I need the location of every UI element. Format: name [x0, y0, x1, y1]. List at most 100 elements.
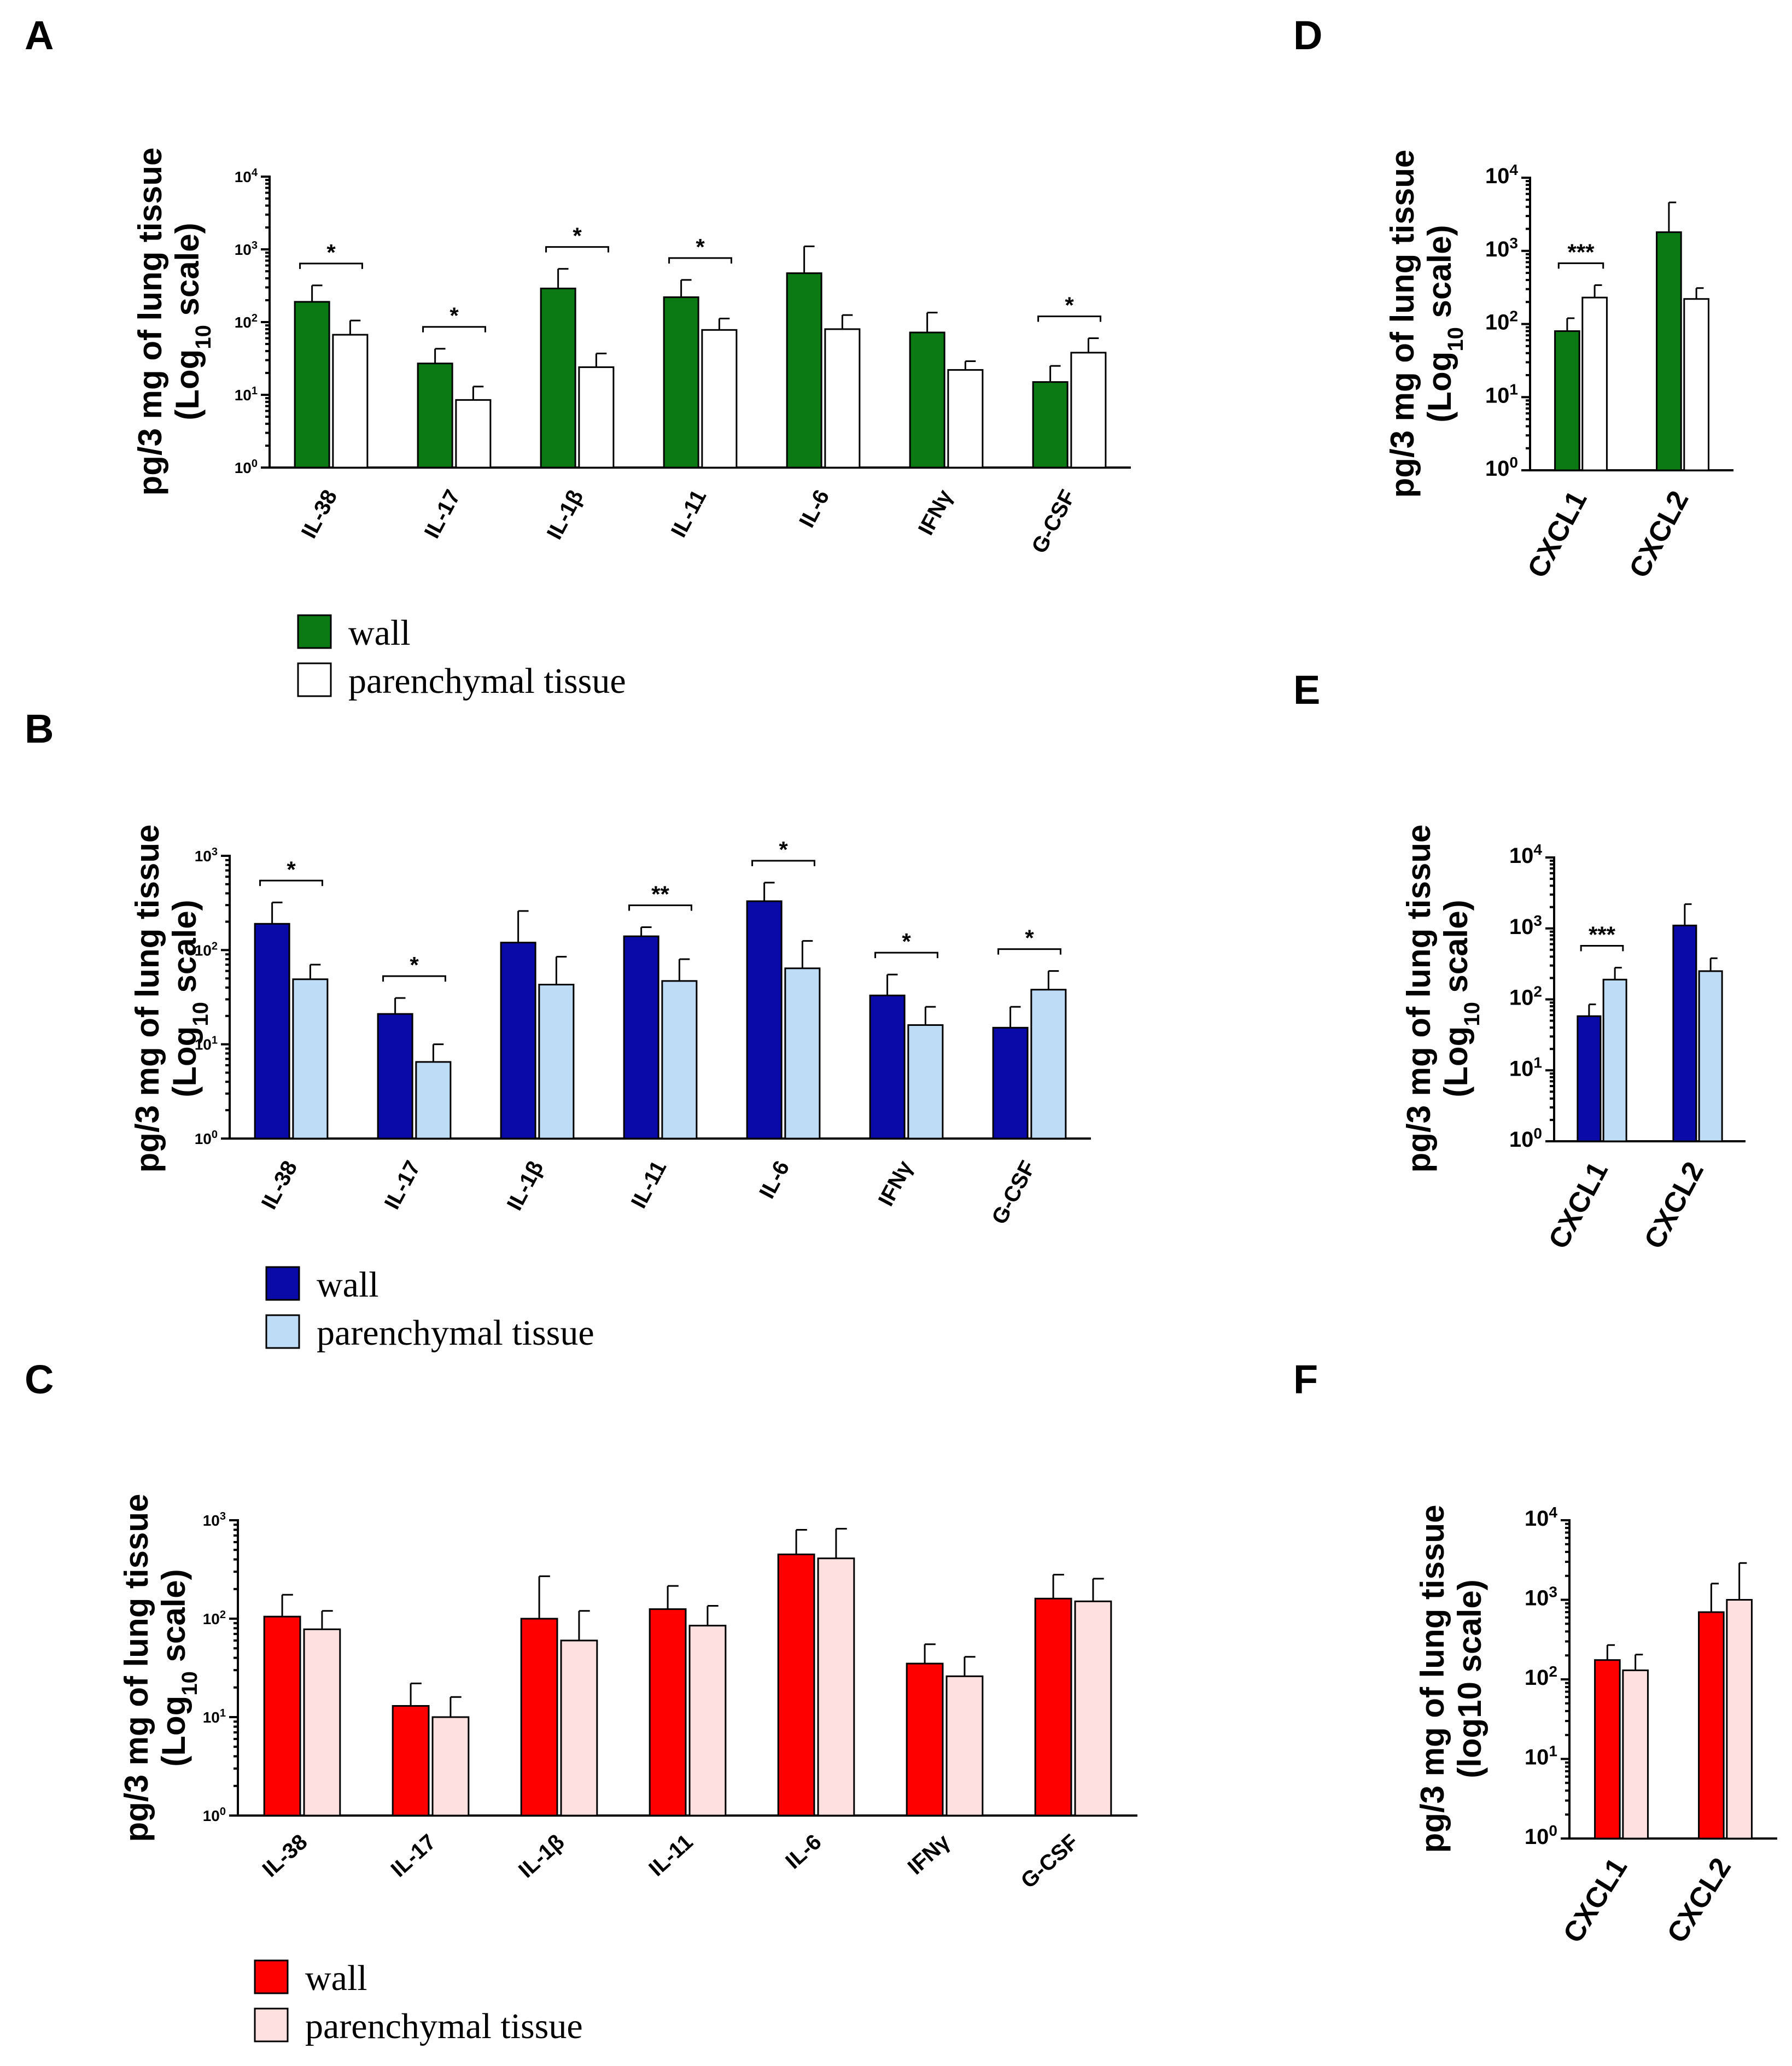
- y-axis-label-part: scale): [166, 900, 203, 1002]
- y-tick-base: 10: [235, 459, 252, 476]
- y-axis-label-line2: (log10 scale): [1451, 1579, 1488, 1778]
- y-tick-base: 10: [1485, 237, 1510, 261]
- y-tick-exponent: 3: [252, 240, 258, 252]
- y-tick-base: 10: [235, 241, 252, 258]
- panel-letter: E: [1293, 667, 1320, 713]
- significance-bracket: [751, 860, 815, 866]
- significance-label: ***: [1567, 239, 1595, 265]
- bar: [623, 935, 659, 1140]
- significance-label: *: [902, 929, 911, 954]
- x-tick-label: IL-38: [297, 486, 342, 542]
- y-tick-exponent: 1: [252, 385, 258, 397]
- y-tick-exponent: 2: [1533, 983, 1542, 1000]
- y-tick-exponent: 4: [1509, 161, 1518, 178]
- legend-swatch: [254, 2007, 289, 2042]
- significance-bracket: [422, 326, 486, 332]
- y-axis-label-line1: pg/3 mg of lung tissue: [1384, 150, 1421, 498]
- legend-swatch: [254, 1959, 289, 1994]
- bar: [992, 1026, 1029, 1140]
- y-tick-exponent: 0: [220, 1806, 226, 1818]
- y-axis-label-part: (Log: [1438, 1026, 1474, 1098]
- significance-bracket: [382, 975, 446, 982]
- bar: [263, 1615, 301, 1817]
- y-tick-label: 102: [1509, 983, 1542, 1010]
- significance-bracket: [1037, 316, 1101, 322]
- y-axis-label: pg/3 mg of lung tissue (Log10 scale): [118, 1494, 202, 1842]
- x-tick-label: IFNγ: [874, 1157, 918, 1210]
- y-tick-exponent: 4: [252, 167, 258, 179]
- y-tick-label: 103: [195, 846, 218, 865]
- chart-panel-e: Epg/3 mg of lung tissue (Log10 scale)1001…: [1293, 667, 1746, 1254]
- y-tick-exponent: 4: [1533, 841, 1542, 858]
- y-tick-label: 104: [235, 167, 258, 185]
- legend-label: wall: [305, 1958, 367, 1998]
- significance-label: *: [326, 240, 336, 265]
- bar: [538, 983, 575, 1140]
- bar: [332, 334, 369, 469]
- y-tick-base: 10: [203, 1610, 220, 1627]
- y-tick-label: 102: [1485, 307, 1518, 335]
- x-tick-label: IL-1β: [503, 1157, 548, 1215]
- bar: [907, 1024, 944, 1140]
- y-tick-label: 101: [195, 1035, 218, 1053]
- bar: [663, 296, 699, 469]
- x-tick-label: G-CSF: [1027, 486, 1080, 558]
- bar: [294, 301, 330, 469]
- y-tick-base: 10: [1509, 1128, 1534, 1152]
- chart-panel-b: Bpg/3 mg of lung tissue (Log10 scale)1001…: [25, 706, 1091, 1353]
- panel-letter: B: [25, 706, 54, 751]
- bar: [1581, 296, 1608, 471]
- legend-label: parenchymal tissue: [348, 661, 626, 701]
- bar: [1683, 298, 1709, 471]
- y-tick-exponent: 1: [1549, 1742, 1557, 1759]
- bar: [1070, 352, 1107, 469]
- bar: [688, 1625, 727, 1817]
- x-tick-label: IL-11: [627, 1157, 672, 1212]
- x-tick-label: CXCL2: [1623, 486, 1695, 583]
- y-tick-exponent: 3: [1549, 1583, 1557, 1600]
- y-tick-label: 100: [203, 1806, 226, 1824]
- y-tick-label: 102: [235, 312, 258, 331]
- x-tick-label: IL-6: [795, 486, 834, 532]
- y-tick-base: 10: [1509, 915, 1534, 939]
- y-axis-label-line2: (Log10 scale): [1438, 900, 1484, 1097]
- y-tick-label: 103: [235, 240, 258, 258]
- y-tick-base: 10: [1509, 986, 1534, 1010]
- y-tick-base: 10: [1509, 1057, 1534, 1081]
- legend-label: parenchymal tissue: [305, 2006, 583, 2046]
- bar: [701, 329, 738, 469]
- significance-bracket: [1557, 262, 1604, 269]
- y-axis-label-part: (Log: [155, 1696, 192, 1767]
- y-tick-label: 101: [1509, 1054, 1542, 1081]
- bar: [649, 1608, 687, 1817]
- panel-letter: A: [25, 13, 54, 58]
- bar: [254, 923, 290, 1140]
- significance-label: *: [779, 837, 788, 862]
- panel-letter: D: [1293, 13, 1322, 58]
- panel-letter: C: [25, 1357, 54, 1402]
- bar: [1726, 1599, 1753, 1840]
- y-tick-base: 10: [1525, 1746, 1549, 1770]
- y-tick-exponent: 0: [1549, 1822, 1557, 1839]
- chart-panel-f: Fpg/3 mg of lung tissue (log10 scale)1001…: [1293, 1357, 1777, 1948]
- significance-bracket: [997, 948, 1061, 955]
- y-tick-base: 10: [235, 168, 252, 185]
- y-tick-base: 10: [1485, 311, 1510, 335]
- y-tick-exponent: 4: [1549, 1504, 1557, 1521]
- legend: wall parenchymal tissue: [254, 1958, 583, 2046]
- y-axis-label-line1: pg/3 mg of lung tissue: [1400, 825, 1437, 1173]
- y-axis-label-part: scale): [155, 1569, 192, 1671]
- legend: wall parenchymal tissue: [265, 1265, 594, 1353]
- y-axis-label-line1: pg/3 mg of lung tissue: [1414, 1505, 1451, 1853]
- significance-label: *: [573, 223, 582, 249]
- y-tick-label: 102: [203, 1609, 226, 1627]
- y-tick-exponent: 3: [212, 846, 218, 858]
- y-tick-exponent: 3: [220, 1510, 226, 1522]
- y-axis-label-line1: pg/3 mg of lung tissue: [132, 148, 168, 496]
- significance-bracket: [874, 952, 938, 959]
- bar: [392, 1705, 430, 1817]
- significance-label: *: [696, 234, 705, 260]
- y-tick-exponent: 0: [1533, 1125, 1542, 1142]
- x-tick-label: IFNγ: [903, 1829, 955, 1879]
